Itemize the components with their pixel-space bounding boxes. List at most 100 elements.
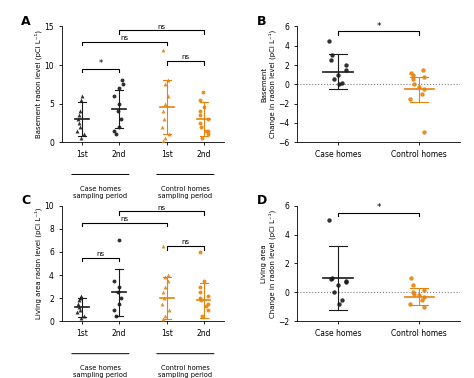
Point xyxy=(328,275,336,281)
Point xyxy=(74,301,82,307)
Point xyxy=(110,127,118,133)
Point xyxy=(342,279,349,285)
Point xyxy=(159,316,166,322)
Point xyxy=(164,278,172,284)
Point xyxy=(330,76,337,82)
Text: ns: ns xyxy=(96,251,104,257)
Point xyxy=(327,57,334,63)
Point xyxy=(110,307,118,313)
Point xyxy=(119,81,127,87)
Text: ns: ns xyxy=(181,54,190,60)
Point xyxy=(409,71,417,77)
Point xyxy=(159,138,166,144)
Point xyxy=(73,309,81,315)
Text: C: C xyxy=(21,194,30,207)
Text: D: D xyxy=(256,194,267,207)
Point xyxy=(420,287,428,293)
Point xyxy=(77,293,85,299)
Point xyxy=(407,70,415,76)
Point xyxy=(115,85,123,91)
Point xyxy=(418,297,426,303)
Point xyxy=(77,315,85,321)
Text: A: A xyxy=(21,15,31,28)
Point xyxy=(164,77,172,84)
Point xyxy=(201,104,208,110)
Point xyxy=(204,293,211,299)
Point xyxy=(161,81,169,87)
Point xyxy=(158,301,166,307)
Point xyxy=(112,313,119,319)
Point xyxy=(80,313,88,319)
Point xyxy=(325,217,333,223)
Text: Control homes
sampling period: Control homes sampling period xyxy=(158,365,212,378)
Point xyxy=(327,276,334,282)
Point xyxy=(160,116,168,122)
Point xyxy=(115,101,122,107)
Point xyxy=(114,290,122,296)
Point xyxy=(335,301,343,307)
Point xyxy=(110,278,118,284)
Text: B: B xyxy=(256,15,266,28)
Point xyxy=(161,284,169,290)
Point xyxy=(420,304,428,310)
Point xyxy=(415,292,423,298)
Point xyxy=(110,93,118,99)
Text: Case homes
sampling period: Case homes sampling period xyxy=(73,186,128,199)
Y-axis label: Living area
Change in radon level (pCi L⁻¹): Living area Change in radon level (pCi L… xyxy=(261,209,276,318)
Text: *: * xyxy=(376,203,381,212)
Point xyxy=(115,124,122,130)
Point xyxy=(199,89,207,95)
Y-axis label: Basement
Change in radon level (pCi L⁻¹): Basement Change in radon level (pCi L⁻¹) xyxy=(261,30,275,138)
Point xyxy=(75,304,82,310)
Point xyxy=(205,301,212,307)
Point xyxy=(77,108,84,114)
Point xyxy=(74,116,82,122)
Point xyxy=(165,307,173,313)
Text: *: * xyxy=(376,22,381,31)
Point xyxy=(79,93,86,99)
Point xyxy=(77,135,85,141)
Text: Control homes
sampling period: Control homes sampling period xyxy=(158,186,212,199)
Point xyxy=(159,290,166,296)
Point xyxy=(410,76,417,82)
Point xyxy=(204,307,212,313)
Point xyxy=(342,67,349,73)
Point xyxy=(75,297,83,304)
Point xyxy=(196,249,204,255)
Text: ns: ns xyxy=(157,23,165,29)
Point xyxy=(114,108,122,114)
Point xyxy=(115,301,122,307)
Point xyxy=(335,81,343,87)
Point xyxy=(115,237,123,243)
Point xyxy=(165,131,173,137)
Point xyxy=(164,272,172,278)
Point xyxy=(161,135,169,141)
Point xyxy=(202,127,210,133)
Point xyxy=(406,301,414,307)
Text: Case homes
sampling period: Case homes sampling period xyxy=(73,365,128,378)
Point xyxy=(158,124,166,130)
Point xyxy=(334,282,342,288)
Point xyxy=(161,274,169,280)
Point xyxy=(419,67,427,73)
Point xyxy=(420,129,428,135)
Point xyxy=(117,116,125,122)
Point xyxy=(201,278,208,284)
Point xyxy=(196,284,203,290)
Point xyxy=(420,74,428,80)
Point xyxy=(196,97,204,103)
Point xyxy=(161,313,169,319)
Point xyxy=(117,295,125,301)
Point xyxy=(420,294,428,300)
Point xyxy=(330,290,337,296)
Point xyxy=(409,282,417,288)
Point xyxy=(76,307,84,313)
Point xyxy=(407,275,415,281)
Point xyxy=(338,297,346,303)
Point xyxy=(406,96,414,102)
Point xyxy=(76,124,84,130)
Point xyxy=(164,93,172,99)
Point xyxy=(75,112,83,118)
Point xyxy=(196,108,203,114)
Point xyxy=(420,86,428,92)
